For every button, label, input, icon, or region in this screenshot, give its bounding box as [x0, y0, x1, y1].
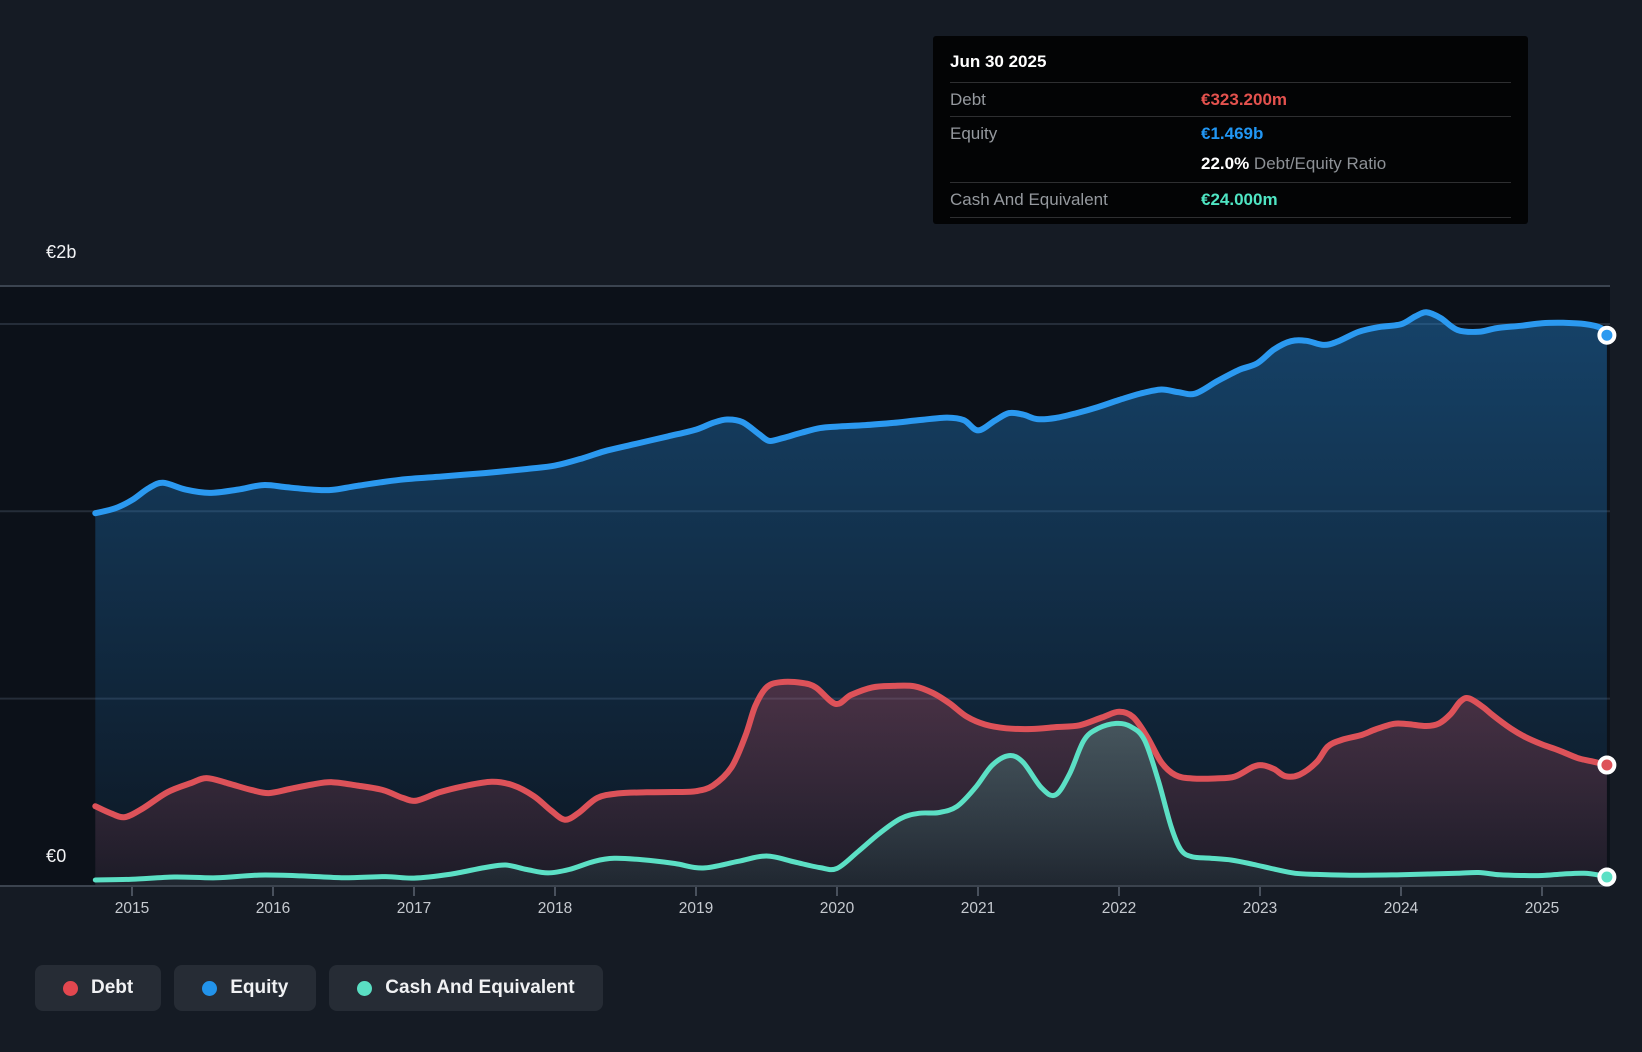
debt-line	[92, 678, 1610, 823]
end-marker-cash	[1597, 867, 1617, 887]
legend-equity-label: Equity	[230, 977, 289, 998]
tooltip-row-cash: Cash And Equivalent €24.000m	[950, 182, 1511, 218]
legend-item-cash[interactable]: Cash And Equivalent	[329, 965, 603, 1011]
tooltip-row-debt: Debt €323.200m	[950, 82, 1511, 116]
x-axis-label: 2015	[114, 900, 150, 917]
x-axis-label: 2018	[537, 900, 573, 917]
y-axis-min-label: €0	[46, 846, 67, 866]
legend-debt-label: Debt	[91, 977, 134, 998]
tooltip-row-equity: Equity €1.469b	[950, 116, 1511, 148]
x-axis-label: 2022	[1101, 900, 1137, 917]
legend-cash-label: Cash And Equivalent	[385, 977, 575, 998]
y-axis-max-label: €2b	[46, 242, 77, 262]
x-axis-label: 2016	[255, 900, 291, 917]
debt-series-dot-icon	[63, 980, 78, 996]
debt-area	[95, 681, 1607, 886]
end-marker-equity	[1597, 325, 1617, 345]
cash-series-dot-icon	[357, 980, 373, 996]
x-axis-label: 2023	[1242, 900, 1278, 917]
equity-line	[92, 309, 1610, 517]
chart-legend: Debt Equity Cash And Equivalent	[35, 965, 603, 1011]
x-axis-label: 2020	[819, 900, 855, 917]
tooltip-debt-value: €323.200m	[1201, 90, 1288, 109]
tooltip-equity-label: Equity	[950, 124, 998, 143]
tooltip-cash-value: €24.000m	[1201, 190, 1278, 209]
tooltip-cash-label: Cash And Equivalent	[950, 190, 1108, 209]
tooltip-ratio: 22.0% Debt/Equity Ratio	[1201, 148, 1386, 180]
legend-item-equity[interactable]: Equity	[174, 965, 317, 1011]
equity-area	[95, 312, 1607, 886]
x-axis-label: 2025	[1524, 900, 1560, 917]
chart-tooltip: Jun 30 2025 Debt €323.200m Equity €1.469…	[933, 36, 1528, 224]
legend-item-debt[interactable]: Debt	[35, 965, 162, 1011]
tooltip-ratio-label: Debt/Equity Ratio	[1249, 154, 1387, 173]
cash-line	[92, 720, 1610, 883]
tooltip-debt-label: Debt	[950, 90, 986, 109]
tooltip-row-ratio: 22.0% Debt/Equity Ratio	[950, 148, 1511, 182]
x-axis-label: 2024	[1383, 900, 1419, 917]
x-axis-label: 2019	[678, 900, 714, 917]
tooltip-date: Jun 30 2025	[950, 52, 1047, 71]
tooltip-ratio-value: 22.0%	[1201, 154, 1250, 173]
x-axis-labels: 2015 2016 2017 2018 2019 2020 2021 2022 2023 2024…	[0, 900, 1642, 926]
equity-series-dot-icon	[202, 980, 218, 996]
x-axis-label: 2017	[396, 900, 432, 917]
x-axis-label: 2021	[960, 900, 996, 917]
end-marker-debt	[1597, 755, 1617, 775]
tooltip-equity-value: €1.469b	[1201, 124, 1264, 143]
